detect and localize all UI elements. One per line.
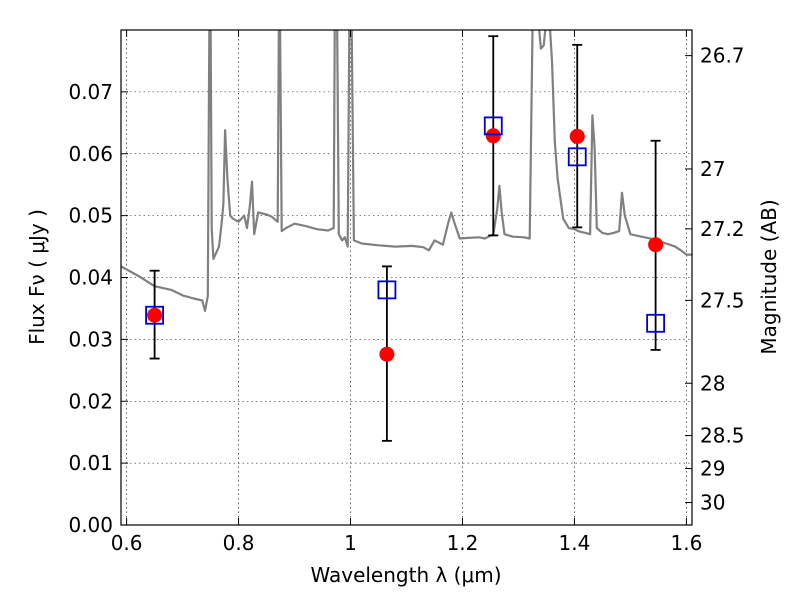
y-axis-ticks: 0.00 0.01 0.02 0.03 0.04 0.05 0.06 0.07 <box>68 80 128 537</box>
model-point <box>145 305 164 325</box>
right-tick-label: 28.5 <box>700 424 745 448</box>
right-tick-label: 29 <box>700 457 725 481</box>
x-tick-label: 1 <box>344 531 357 555</box>
y-tick-label: 0.05 <box>68 204 113 228</box>
x-tick-label: 1.2 <box>447 531 479 555</box>
x-axis-title: Wavelength λ (μm) <box>310 563 501 587</box>
y-tick-label: 0.00 <box>68 513 113 537</box>
observed-points <box>147 128 664 362</box>
sed-model-curve <box>121 30 692 312</box>
y-tick-label: 0.03 <box>68 327 113 351</box>
right-tick-label: 28 <box>700 371 725 395</box>
y-tick-label: 0.07 <box>68 80 113 104</box>
right-tick-label: 27 <box>700 157 725 181</box>
grid <box>121 30 692 525</box>
observed-point <box>147 307 163 323</box>
observed-point <box>648 237 664 253</box>
model-point <box>377 280 397 300</box>
right-tick-label: 27.5 <box>700 288 745 312</box>
x-tick-label: 1.6 <box>670 531 702 555</box>
observed-point <box>379 346 395 362</box>
right-tick-label: 26.7 <box>700 44 745 68</box>
right-tick-label: 30 <box>700 491 725 515</box>
sed-line <box>121 30 692 312</box>
x-tick-label: 1.4 <box>559 531 591 555</box>
y-tick-label: 0.01 <box>68 451 113 475</box>
y-tick-label: 0.02 <box>68 389 113 413</box>
right-tick-label: 27.2 <box>700 217 745 241</box>
x-axis-ticks: 0.6 0.8 1 1.2 1.4 1.6 <box>111 30 702 555</box>
model-point <box>483 116 503 136</box>
x-tick-label: 0.8 <box>223 531 255 555</box>
model-point <box>646 313 666 333</box>
model-points <box>145 116 666 333</box>
model-point <box>567 147 587 167</box>
observed-point <box>485 128 501 144</box>
observed-point <box>569 128 585 144</box>
y-axis-title: Flux Fν ( μJy ) <box>25 209 49 345</box>
x-tick-label: 0.6 <box>111 531 143 555</box>
y-tick-label: 0.04 <box>68 266 113 290</box>
right-axis-title: Magnitude (AB) <box>757 199 781 354</box>
y-tick-label: 0.06 <box>68 142 113 166</box>
right-axis-ticks: 26.7 27 27.2 27.5 28 28.5 29 30 <box>685 44 745 515</box>
